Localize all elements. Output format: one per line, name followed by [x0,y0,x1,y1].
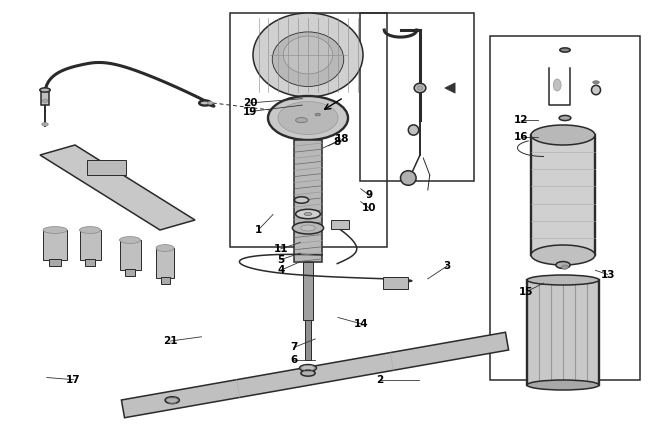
Ellipse shape [43,227,67,233]
Ellipse shape [301,225,315,231]
Bar [490,36,640,380]
Ellipse shape [296,209,320,219]
Ellipse shape [527,380,599,390]
Polygon shape [122,332,508,418]
Ellipse shape [199,100,211,106]
Bar [84,259,96,266]
Ellipse shape [559,115,571,121]
Ellipse shape [593,81,599,84]
Ellipse shape [156,245,174,251]
Text: 2: 2 [376,375,384,385]
Text: 8: 8 [333,136,341,147]
Ellipse shape [562,265,568,269]
Ellipse shape [304,212,312,215]
Ellipse shape [531,125,595,145]
Text: 20: 20 [243,98,257,108]
Text: 16: 16 [514,132,528,142]
Ellipse shape [292,222,324,234]
Bar [331,220,349,229]
Ellipse shape [278,102,338,135]
Ellipse shape [42,123,48,126]
Bar [294,140,322,262]
Text: 15: 15 [519,287,534,297]
Bar [384,277,408,290]
Ellipse shape [283,36,333,74]
Ellipse shape [400,171,416,185]
Ellipse shape [417,86,422,90]
Bar [49,259,61,266]
Text: 6: 6 [290,355,298,366]
Text: 13: 13 [601,269,615,280]
Ellipse shape [79,227,101,233]
Bar [125,269,135,276]
Bar [41,90,49,105]
Polygon shape [445,83,455,93]
Bar [161,277,170,284]
Ellipse shape [556,262,570,269]
Text: 18: 18 [335,134,350,145]
Polygon shape [40,145,195,230]
Bar [360,13,474,181]
Text: 9: 9 [366,190,372,200]
Ellipse shape [414,83,426,93]
Text: 19: 19 [243,106,257,117]
Ellipse shape [165,397,179,404]
Text: 3: 3 [443,261,451,271]
Ellipse shape [553,79,561,91]
Ellipse shape [42,99,47,103]
Ellipse shape [315,113,320,116]
Ellipse shape [120,236,140,243]
Text: 5: 5 [277,254,285,265]
Bar [120,240,140,270]
Ellipse shape [408,125,419,135]
Ellipse shape [207,102,213,105]
Text: 17: 17 [66,375,81,385]
Text: 7: 7 [290,342,298,353]
Ellipse shape [253,13,363,97]
Ellipse shape [301,370,315,376]
Text: 14: 14 [354,319,369,329]
Text: 21: 21 [163,336,177,346]
Ellipse shape [592,85,601,95]
Ellipse shape [300,365,317,372]
Text: 12: 12 [514,115,528,125]
Ellipse shape [560,48,570,52]
Bar [43,230,67,260]
Ellipse shape [296,118,307,123]
Text: 10: 10 [362,203,376,213]
Ellipse shape [40,88,50,92]
Ellipse shape [294,197,309,203]
Bar [79,230,101,260]
Text: 1: 1 [255,224,263,235]
Ellipse shape [531,245,595,265]
Bar [527,280,599,385]
Bar [531,135,595,255]
Bar [87,160,126,175]
Bar [230,13,387,247]
Text: 4: 4 [277,265,285,275]
Text: 11: 11 [274,244,288,254]
Bar [305,320,311,360]
Bar [156,248,174,278]
Ellipse shape [268,96,348,140]
Bar [303,262,313,320]
Ellipse shape [272,32,344,87]
Ellipse shape [527,275,599,285]
